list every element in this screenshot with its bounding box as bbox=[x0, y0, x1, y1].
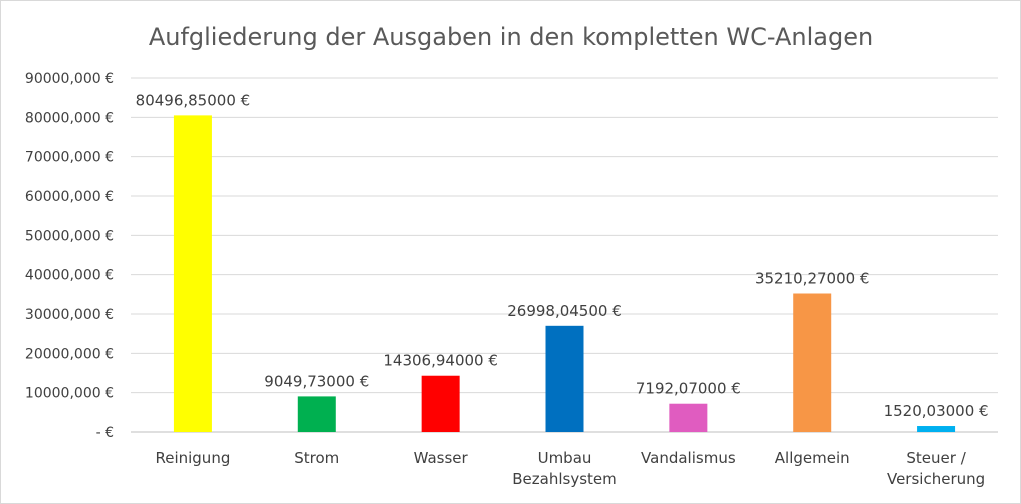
y-axis-ticks: - € 10000,000 € 20000,000 € 30000,000 € 4000… bbox=[25, 71, 114, 441]
bar bbox=[545, 325, 584, 432]
bar bbox=[917, 426, 956, 432]
bar bbox=[669, 403, 708, 432]
y-tick-label: 70000,000 € bbox=[25, 150, 114, 166]
bar bbox=[297, 396, 336, 432]
category-label: Strom bbox=[294, 449, 339, 467]
bar bbox=[793, 293, 832, 432]
data-label: 1520,03000 € bbox=[884, 402, 989, 420]
bar bbox=[173, 115, 212, 432]
chart-title: Aufgliederung der Ausgaben in den komple… bbox=[149, 23, 873, 51]
y-tick-label: 60000,000 € bbox=[25, 189, 114, 205]
category-label: Wasser bbox=[414, 449, 469, 467]
data-label: 7192,07000 € bbox=[636, 380, 741, 398]
y-tick-label: 30000,000 € bbox=[25, 307, 114, 323]
category-label: Reinigung bbox=[155, 449, 230, 467]
category-label: Steuer / Versicherung bbox=[887, 449, 985, 488]
category-label: Umbau Bezahlsystem bbox=[512, 449, 617, 488]
data-labels: 80496,85000 € 9049,73000 € 14306,94000 € 26… bbox=[136, 91, 989, 420]
y-tick-label: 50000,000 € bbox=[25, 228, 114, 244]
y-tick-label: - € bbox=[96, 425, 114, 441]
category-label: Allgemein bbox=[775, 449, 850, 467]
data-label: 35210,27000 € bbox=[755, 270, 870, 288]
bars bbox=[173, 115, 956, 432]
x-axis-categories: Reinigung Strom Wasser Umbau Bezahlsystem Van… bbox=[155, 449, 985, 488]
y-tick-label: 40000,000 € bbox=[25, 268, 114, 284]
y-tick-label: 80000,000 € bbox=[25, 110, 114, 126]
gridlines bbox=[131, 77, 998, 433]
category-label: Vandalismus bbox=[641, 449, 736, 467]
data-label: 80496,85000 € bbox=[136, 91, 251, 109]
y-tick-label: 10000,000 € bbox=[25, 386, 114, 402]
data-label: 14306,94000 € bbox=[383, 352, 498, 370]
data-label: 26998,04500 € bbox=[507, 302, 622, 320]
y-tick-label: 90000,000 € bbox=[25, 71, 114, 87]
data-label: 9049,73000 € bbox=[264, 372, 369, 390]
bar bbox=[421, 375, 460, 432]
y-tick-label: 20000,000 € bbox=[25, 346, 114, 362]
